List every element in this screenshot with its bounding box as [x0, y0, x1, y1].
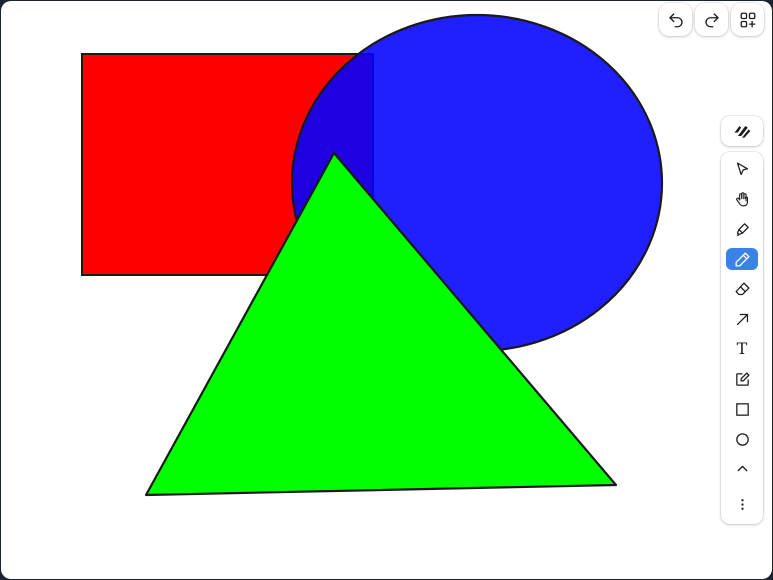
- tool-rectangle[interactable]: [726, 398, 758, 420]
- add-apps-button[interactable]: [731, 3, 764, 36]
- highlighter-icon: [734, 221, 751, 238]
- tool-pencil[interactable]: [726, 248, 758, 270]
- tool-collapse[interactable]: [726, 457, 758, 479]
- circle-icon: [734, 431, 751, 448]
- side-toolbar: T: [721, 152, 763, 524]
- undo-icon: [667, 11, 685, 29]
- note-edit-icon: [734, 371, 751, 388]
- tool-arrow[interactable]: [726, 308, 758, 330]
- eraser-icon: [734, 281, 751, 298]
- hand-icon: [734, 191, 751, 208]
- tool-more[interactable]: [726, 493, 758, 515]
- square-icon: [734, 401, 751, 418]
- tool-highlighter[interactable]: [726, 218, 758, 240]
- tool-ellipse[interactable]: [726, 428, 758, 450]
- cursor-arrow-icon: [734, 161, 751, 178]
- tool-select[interactable]: [726, 158, 758, 180]
- tool-note[interactable]: [726, 368, 758, 390]
- arrow-icon: [734, 311, 751, 328]
- tool-eraser[interactable]: [726, 278, 758, 300]
- top-toolbar: [659, 3, 764, 36]
- tool-text[interactable]: T: [726, 338, 758, 360]
- undo-button[interactable]: [659, 3, 692, 36]
- redo-button[interactable]: [695, 3, 728, 36]
- brand-logo-button[interactable]: [721, 116, 763, 146]
- redo-icon: [703, 11, 721, 29]
- brand-logo-icon: [732, 122, 752, 140]
- more-vertical-icon: [734, 496, 751, 513]
- pencil-icon: [734, 251, 751, 268]
- tool-hand[interactable]: [726, 188, 758, 210]
- apps-plus-icon: [739, 11, 757, 29]
- chevron-up-icon: [734, 460, 751, 477]
- text-icon: T: [737, 341, 748, 357]
